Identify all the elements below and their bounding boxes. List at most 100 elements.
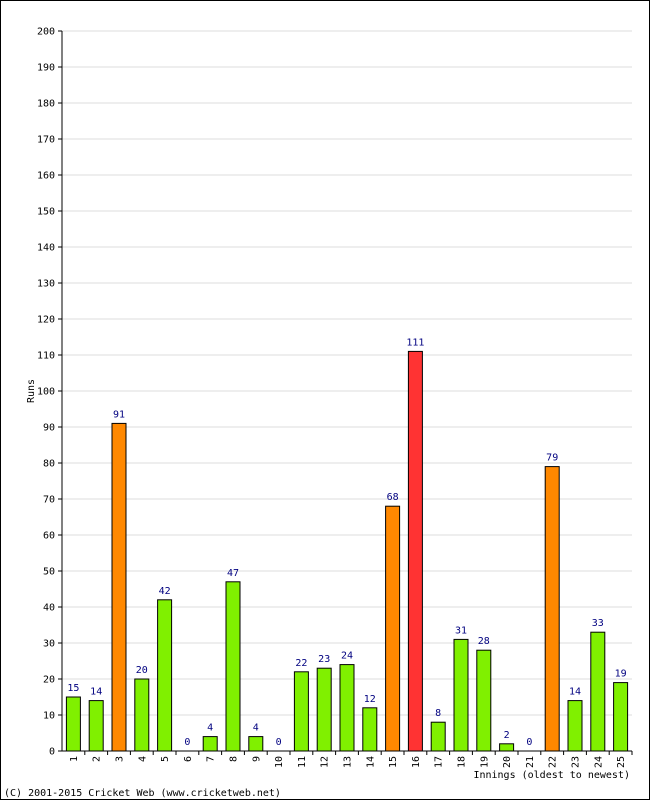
data-label: 0 — [276, 737, 282, 748]
x-tick-label: 13 — [343, 756, 354, 768]
data-label: 4 — [207, 723, 213, 734]
x-tick-label: 15 — [388, 756, 399, 768]
y-axis-ticks: 0 10 20 30 40 50 60 70 80 90 100 110 120 130 140 150 160… — [37, 27, 62, 758]
data-label: 111 — [406, 337, 424, 348]
data-label: 4 — [253, 723, 259, 734]
bar — [499, 743, 515, 752]
x-tick-label: 1 — [69, 756, 80, 762]
data-label: 19 — [615, 669, 627, 680]
data-label: 47 — [227, 568, 239, 579]
data-label: 15 — [67, 683, 79, 694]
data-label: 22 — [295, 658, 307, 669]
y-tick-label: 150 — [37, 207, 55, 218]
bar — [407, 350, 423, 752]
y-tick-label: 30 — [43, 639, 55, 650]
copyright-footer: (C) 2001-2015 Cricket Web (www.cricketwe… — [4, 788, 281, 799]
x-tick-label: 25 — [616, 756, 627, 768]
y-tick-label: 80 — [43, 459, 55, 470]
bar — [339, 664, 355, 752]
data-label: 91 — [113, 409, 125, 420]
x-tick-label: 14 — [365, 756, 376, 768]
x-tick-label: 10 — [274, 756, 285, 768]
x-tick-label: 17 — [434, 756, 445, 768]
gridlines — [62, 30, 632, 752]
y-tick-label: 110 — [37, 351, 55, 362]
y-tick-label: 160 — [37, 171, 55, 182]
data-label: 33 — [592, 618, 604, 629]
data-label: 8 — [435, 708, 441, 719]
x-tick-label: 18 — [457, 756, 468, 768]
bar — [248, 736, 264, 752]
y-tick-label: 40 — [43, 603, 55, 614]
x-tick-label: 19 — [479, 756, 490, 768]
y-tick-label: 130 — [37, 279, 55, 290]
bar — [453, 638, 469, 752]
y-tick-label: 200 — [37, 27, 55, 38]
y-tick-label: 140 — [37, 243, 55, 254]
data-label: 23 — [318, 654, 330, 665]
bars — [65, 350, 629, 752]
data-label: 42 — [159, 586, 171, 597]
bar — [65, 696, 81, 752]
x-tick-label: 8 — [229, 756, 240, 762]
x-axis-ticks: 1 2 3 4 5 6 7 8 9 10 11 12 13 14 15 16 17 18 19 20 21 22 23 24 2… — [69, 751, 633, 768]
data-label: 28 — [478, 636, 490, 647]
data-label: 0 — [526, 737, 532, 748]
data-label: 2 — [504, 730, 510, 741]
x-tick-label: 22 — [548, 756, 559, 768]
bar — [293, 671, 309, 752]
bar — [225, 581, 241, 752]
y-tick-label: 20 — [43, 675, 55, 686]
bar — [590, 631, 606, 752]
x-tick-label: 3 — [115, 756, 126, 762]
y-tick-label: 50 — [43, 567, 55, 578]
data-label: 31 — [455, 625, 467, 636]
x-tick-label: 4 — [137, 756, 148, 762]
data-label: 24 — [341, 651, 353, 662]
y-tick-label: 100 — [37, 387, 55, 398]
bar — [134, 678, 150, 752]
y-tick-label: 180 — [37, 99, 55, 110]
bar — [476, 649, 492, 752]
y-tick-label: 170 — [37, 135, 55, 146]
bar — [567, 700, 583, 752]
data-label: 14 — [90, 687, 102, 698]
bar — [88, 700, 104, 752]
data-label: 68 — [387, 492, 399, 503]
data-label: 0 — [184, 737, 190, 748]
x-tick-label: 5 — [160, 756, 171, 762]
data-label: 20 — [136, 665, 148, 676]
x-tick-label: 24 — [593, 756, 604, 768]
y-tick-label: 120 — [37, 315, 55, 326]
y-tick-label: 0 — [49, 747, 55, 758]
x-tick-label: 21 — [525, 756, 536, 768]
x-tick-label: 23 — [571, 756, 582, 768]
x-tick-label: 20 — [502, 756, 513, 768]
y-tick-label: 190 — [37, 63, 55, 74]
x-tick-label: 2 — [92, 756, 103, 762]
y-tick-label: 60 — [43, 531, 55, 542]
bar — [613, 682, 629, 752]
data-label: 79 — [546, 453, 558, 464]
x-tick-label: 11 — [297, 756, 308, 768]
bar — [157, 599, 173, 752]
bar — [111, 422, 127, 752]
bar — [430, 721, 446, 752]
x-tick-label: 16 — [411, 756, 422, 768]
x-axis-title: Innings (oldest to newest) — [473, 770, 630, 781]
bar — [316, 667, 332, 752]
x-tick-label: 12 — [320, 756, 331, 768]
data-label: 12 — [364, 694, 376, 705]
x-tick-label: 6 — [183, 756, 194, 762]
x-tick-label: 7 — [206, 756, 217, 762]
bar — [544, 466, 560, 752]
y-tick-label: 90 — [43, 423, 55, 434]
y-tick-label: 10 — [43, 711, 55, 722]
data-label: 14 — [569, 687, 581, 698]
x-tick-label: 9 — [251, 756, 262, 762]
bar — [362, 707, 378, 752]
bar — [385, 505, 401, 752]
